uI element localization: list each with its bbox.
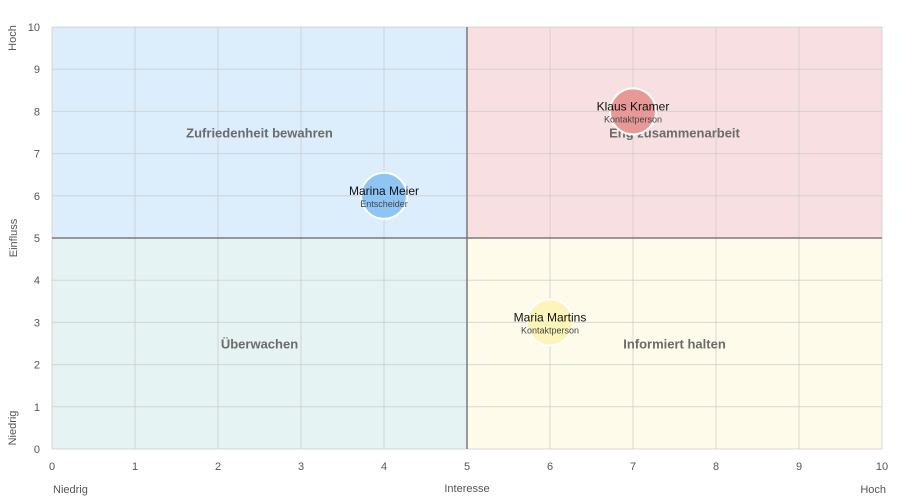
x-tick-label: 7 — [630, 461, 636, 473]
quadrant-background-4 — [467, 238, 882, 449]
x-axis-low-label: Niedrig — [53, 484, 88, 496]
y-tick-label: 0 — [34, 444, 40, 456]
x-axis-title: Interesse — [444, 483, 489, 495]
quadrant-label-layer: Zufriedenheit bewahren Eng zusammenarbeit… — [186, 126, 740, 352]
y-tick-label: 7 — [34, 149, 40, 161]
x-tick-label: 3 — [298, 461, 304, 473]
y-tick-label: 6 — [34, 191, 40, 203]
x-tick-label: 2 — [215, 461, 221, 473]
quadrant-background-3 — [52, 238, 467, 449]
quadrant-label: Informiert halten — [623, 337, 726, 352]
y-tick-label: 5 — [34, 233, 40, 245]
y-tick-label: 10 — [28, 22, 40, 34]
quadrant-label: Zufriedenheit bewahren — [186, 126, 333, 141]
x-tick-label: 8 — [713, 461, 719, 473]
stakeholder-role: Entscheider — [360, 199, 408, 209]
stakeholder-name: Marina Meier — [349, 184, 419, 198]
y-tick-label: 9 — [34, 64, 40, 76]
stakeholder-name: Klaus Kramer — [597, 99, 670, 113]
x-tick-label: 0 — [49, 461, 55, 473]
x-tick-label: 4 — [381, 461, 387, 473]
stakeholder-point[interactable] — [609, 87, 657, 136]
x-tick-label: 1 — [132, 461, 138, 473]
stakeholder-name: Maria Martins — [514, 310, 587, 324]
x-tick-label: 10 — [876, 461, 888, 473]
divider-layer — [52, 27, 882, 449]
x-axis-high-label: Hoch — [860, 484, 886, 496]
quadrant-background-2 — [467, 27, 882, 238]
y-tick-label: 1 — [34, 402, 40, 414]
quadrant-label: Überwachen — [221, 337, 298, 352]
stakeholder-role: Kontaktperson — [521, 325, 579, 335]
y-axis-high-label: Hoch — [7, 25, 19, 51]
x-tick-label: 5 — [464, 461, 470, 473]
stakeholder-role: Kontaktperson — [604, 114, 662, 124]
stakeholder-point[interactable] — [360, 171, 408, 220]
quadrant-layer — [52, 27, 882, 449]
x-tick-label: 9 — [796, 461, 802, 473]
stakeholder-point[interactable] — [526, 298, 574, 347]
tick-layer: 0 1 2 3 4 5 6 7 8 9 10 0 1 2 3 4 5 6 7 8 9 10 — [28, 22, 888, 473]
x-tick-label: 6 — [547, 461, 553, 473]
y-tick-label: 8 — [34, 106, 40, 118]
y-axis-title: Einfluss — [8, 218, 20, 257]
y-tick-label: 3 — [34, 317, 40, 329]
y-tick-label: 4 — [34, 275, 40, 287]
y-tick-label: 2 — [34, 360, 40, 372]
y-axis-low-label: Niedrig — [7, 411, 19, 446]
